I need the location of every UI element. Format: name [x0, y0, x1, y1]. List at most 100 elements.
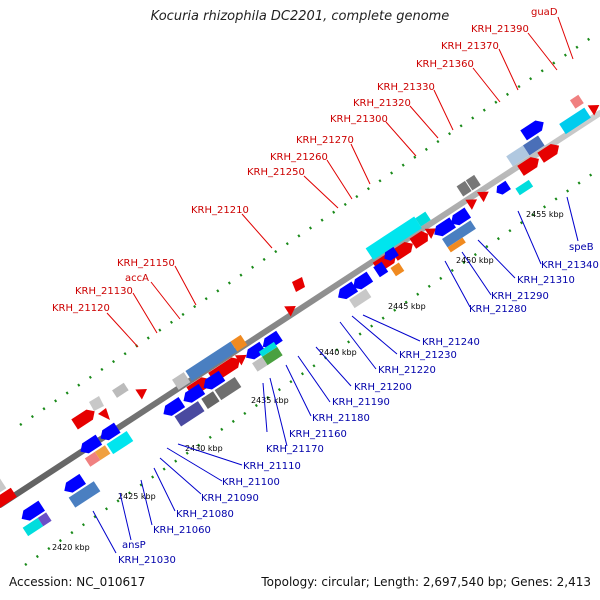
gene-block[interactable]: [112, 382, 129, 398]
accession-text: Accession: NC_010617: [9, 575, 146, 589]
gene-block[interactable]: [84, 451, 101, 467]
gene-block[interactable]: [71, 406, 98, 430]
gene-block[interactable]: [61, 473, 87, 496]
gene-block[interactable]: [68, 481, 101, 508]
gene-label: KRH_21360: [416, 59, 474, 70]
gene-block[interactable]: [200, 370, 226, 393]
gene-block[interactable]: [284, 301, 299, 317]
gene-block[interactable]: [214, 376, 242, 401]
gene-block[interactable]: [89, 396, 104, 411]
gene-block[interactable]: [537, 141, 562, 163]
gene-block[interactable]: [520, 117, 547, 141]
gene-block[interactable]: [442, 220, 476, 248]
gene-block[interactable]: [172, 372, 191, 390]
gene-block[interactable]: [409, 229, 432, 249]
gene-block[interactable]: [77, 434, 103, 457]
gene-block[interactable]: [174, 401, 205, 427]
gene-label: KRH_21110: [243, 461, 301, 472]
gene-block[interactable]: [465, 194, 480, 210]
gene-block[interactable]: [365, 216, 422, 261]
gene-block[interactable]: [465, 174, 481, 191]
gene-block[interactable]: [22, 517, 44, 537]
kbp-label: 2435 kbp: [251, 396, 289, 405]
gene-block[interactable]: [350, 271, 374, 293]
gene-block[interactable]: [106, 430, 134, 455]
gene-block[interactable]: [587, 100, 600, 116]
gene-block[interactable]: [506, 145, 530, 167]
gene-block[interactable]: [447, 237, 466, 253]
kbp-label: 2445 kbp: [388, 302, 426, 311]
gene-block[interactable]: [415, 211, 431, 227]
gene-label: KRH_21160: [289, 429, 347, 440]
gene-label: KRH_21250: [247, 167, 305, 178]
gene-label: KRH_21230: [399, 350, 457, 361]
gene-block[interactable]: [292, 277, 305, 292]
gene-block[interactable]: [390, 262, 405, 277]
gene-block[interactable]: [448, 207, 472, 229]
gene-block[interactable]: [431, 217, 456, 239]
gene-label: KRH_21240: [422, 337, 480, 348]
gene-block[interactable]: [180, 383, 206, 406]
gene-label: KRH_21320: [353, 98, 411, 109]
gene-block[interactable]: [456, 180, 472, 197]
gene-block[interactable]: [424, 223, 440, 239]
genome-info-text: Topology: circular; Length: 2,697,540 bp…: [261, 575, 591, 589]
genome-backbone: [0, 110, 600, 508]
gene-block[interactable]: [259, 330, 283, 352]
gene-label: KRH_21390: [471, 24, 529, 35]
inner-scale-line: [24, 168, 599, 567]
reverse-genes: [18, 179, 534, 537]
gene-block[interactable]: [135, 384, 150, 400]
gene-block[interactable]: [230, 334, 248, 352]
gene-label: speB: [569, 242, 594, 253]
gene-label: KRH_21090: [201, 493, 259, 504]
gene-label: KRH_21030: [118, 555, 176, 566]
gene-block[interactable]: [258, 341, 278, 357]
gene-block[interactable]: [0, 487, 17, 508]
gene-label: KRH_21370: [441, 41, 499, 52]
gene-block[interactable]: [98, 408, 110, 420]
gene-block[interactable]: [559, 107, 591, 135]
gene-label: KRH_21200: [354, 382, 412, 393]
gene-label: KRH_21150: [117, 258, 175, 269]
gene-block[interactable]: [477, 187, 492, 203]
gene-label: KRH_21180: [312, 413, 370, 424]
gene-label: ansP: [122, 540, 146, 551]
gene-block[interactable]: [234, 350, 250, 366]
gene-label: KRH_21280: [469, 304, 527, 315]
gene-block[interactable]: [569, 94, 584, 109]
gene-block[interactable]: [515, 179, 534, 196]
kbp-label: 2430 kbp: [185, 444, 223, 453]
gene-label: KRH_21290: [491, 291, 549, 302]
gene-block[interactable]: [349, 288, 372, 309]
gene-block[interactable]: [160, 397, 186, 419]
gene-block[interactable]: [373, 261, 389, 278]
gene-label: KRH_21060: [153, 525, 211, 536]
gene-block[interactable]: [37, 512, 52, 527]
gene-block[interactable]: [522, 135, 545, 156]
gene-label: KRH_21130: [75, 286, 133, 297]
gene-block[interactable]: [494, 180, 511, 197]
kbp-label: 2455 kbp: [526, 210, 564, 219]
gene-block[interactable]: [382, 246, 399, 263]
gene-label: KRH_21120: [52, 303, 110, 314]
gene-label: KRH_21170: [266, 444, 324, 455]
gene-block[interactable]: [335, 281, 359, 302]
gene-block[interactable]: [97, 422, 121, 444]
gene-label: guaD: [531, 7, 558, 18]
gene-block[interactable]: [94, 445, 111, 461]
kbp-label: 2425 kbp: [118, 492, 156, 501]
gene-block[interactable]: [185, 341, 238, 382]
kbp-label: 2420 kbp: [52, 543, 90, 552]
kbp-label: 2440 kbp: [319, 348, 357, 357]
gene-label: KRH_21100: [222, 477, 280, 488]
lower-labels: [92, 196, 579, 554]
gene-block[interactable]: [201, 391, 220, 409]
gene-block[interactable]: [262, 346, 283, 366]
map-title: Kocuria rhizophila DC2201, complete geno…: [150, 9, 450, 24]
kbp-label: 2450 kbp: [456, 256, 494, 265]
gene-label: accA: [125, 273, 149, 284]
gene-block[interactable]: [18, 500, 46, 524]
gene-block[interactable]: [517, 154, 542, 176]
gene-block[interactable]: [252, 356, 268, 372]
